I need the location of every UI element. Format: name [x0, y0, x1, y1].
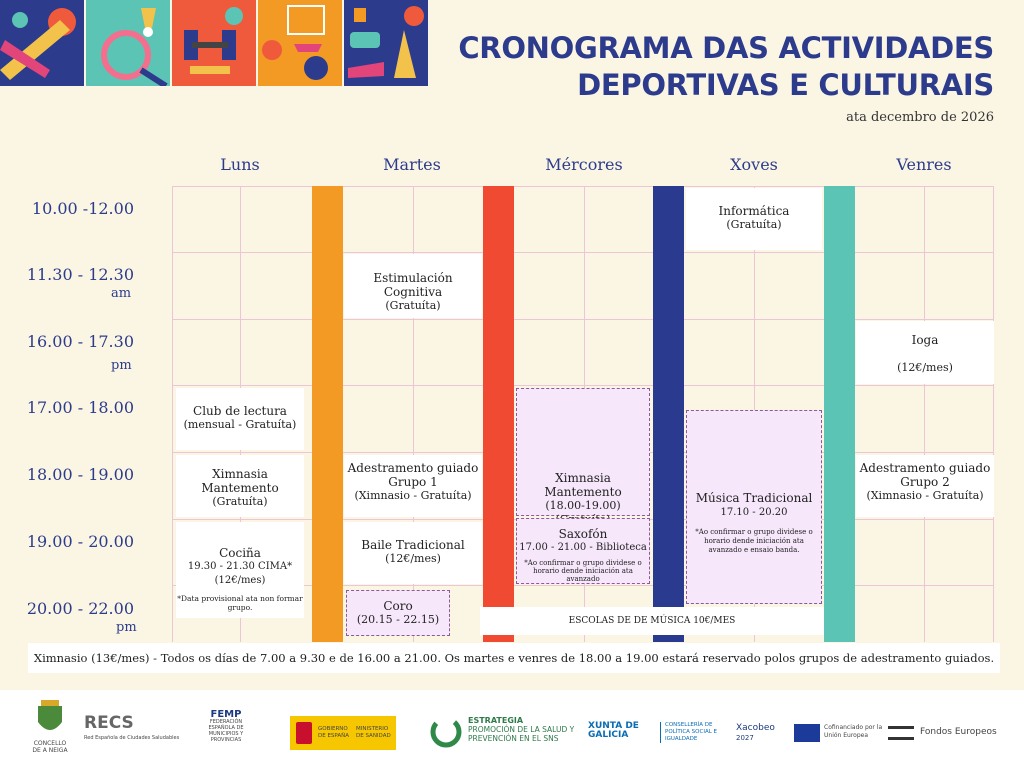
swirl-icon — [430, 716, 462, 748]
activity-detail: (Ximnasio - Gratuíta) — [354, 489, 472, 502]
time-label-1: 10.00 -12.00 — [31, 199, 134, 218]
activity-estimulacion-cognitiva: Estimulación Cognitiva (Gratuíta) — [344, 254, 482, 318]
activity-adestramento-grupo-2: Adestramento guiado Grupo 2 (Ximnasio - … — [856, 455, 994, 517]
strip-navy — [653, 186, 684, 642]
strip-orange — [312, 186, 343, 642]
grid-hline — [172, 319, 994, 320]
activity-name: Adestramento guiado — [347, 461, 479, 475]
footer-note: Ximnasio (13€/mes) - Todos os días de 7.… — [28, 643, 1000, 673]
activity-detail: 19.30 - 21.30 CIMA* — [187, 561, 293, 572]
activity-name: Ximnasia Mantemento — [544, 471, 622, 499]
time-suffix-2: am — [111, 286, 132, 301]
sponsor-logo-bar: CONCELLO DE A NEIGA RECS Red Española de… — [0, 690, 1024, 768]
day-header-xoves: Xoves — [730, 155, 778, 174]
activity-note: *Ao confirmar o grupo dividese o horario… — [695, 528, 813, 554]
crest-icon — [296, 722, 312, 744]
strip-red — [483, 186, 514, 642]
gobierno-logo: GOBIERNO DE ESPAÑA MINISTERIO DE SANIDAD — [290, 716, 396, 750]
activity-name: Saxofón — [558, 527, 608, 541]
activity-detail: (Gratuíta) — [385, 299, 441, 312]
day-header-mercores: Mércores — [545, 155, 623, 174]
activity-ximnasia-mercores: Ximnasia Mantemento (18.00-19.00) (Gratu… — [516, 388, 650, 526]
activity-baile-tradicional: Baile Tradicional (12€/mes) — [344, 522, 482, 584]
title-line-1: CRONOGRAMA DAS ACTIVIDADES — [458, 31, 994, 65]
strip-teal — [824, 186, 855, 642]
grid-vline — [172, 186, 173, 642]
estrategia-logo: ESTRATEGIA PROMOCIÓN DE LA SALUD Y PREVE… — [430, 716, 580, 748]
activity-ioga: Ioga (12€/mes) — [856, 321, 994, 384]
activity-coro: Coro (20.15 - 22.15) — [346, 590, 450, 636]
activity-name: Cociña — [219, 546, 261, 560]
activity-name: Ioga — [911, 333, 939, 347]
activity-detail: 17.00 - 21.00 - Biblioteca — [519, 542, 647, 553]
activity-name: Música Tradicional — [695, 491, 813, 505]
eu-flag-icon — [794, 724, 820, 742]
day-header-martes: Martes — [383, 155, 441, 174]
header-tile-3 — [172, 0, 256, 86]
grid-hline — [172, 385, 994, 386]
activity-name: Adestramento guiado — [859, 461, 991, 475]
grid-vline — [413, 186, 414, 642]
title-line-2: DEPORTIVAS E CULTURAIS — [577, 68, 994, 102]
activity-name: Baile Tradicional — [361, 538, 465, 552]
activity-detail: 17.10 - 20.20 — [720, 507, 788, 518]
header-tile-5 — [344, 0, 428, 86]
activity-group: Grupo 1 — [388, 475, 438, 489]
femp-logo: FEMP FEDERACIÓN ESPAÑOLA DE MUNICIPIOS Y… — [208, 709, 244, 744]
activity-saxofon: Saxofón 17.00 - 21.00 - Biblioteca *Ao c… — [516, 518, 650, 584]
activity-name: Estimulación Cognitiva — [373, 271, 453, 299]
grid-hline — [172, 252, 994, 253]
activity-detail: (Gratuíta) — [212, 495, 268, 508]
concello-logo: CONCELLO DE A NEIGA — [30, 698, 70, 754]
recs-logo: RECS Red Española de Ciudades Saludables — [84, 713, 180, 741]
activity-note: *Data provisional ata non formar grupo. — [177, 594, 303, 612]
grid-vline — [924, 186, 925, 642]
header-tile-4 — [258, 0, 342, 86]
time-suffix-7: pm — [116, 620, 137, 635]
time-label-4: 17.00 - 18.00 — [26, 398, 134, 417]
header-tile-2 — [86, 0, 170, 86]
activity-name: Informática — [718, 204, 790, 218]
activity-musica-tradicional: Música Tradicional 17.10 - 20.20 *Ao con… — [686, 410, 822, 604]
activity-group: Grupo 2 — [900, 475, 950, 489]
coat-of-arms-icon — [38, 700, 62, 730]
activity-detail: (20.15 - 22.15) — [356, 613, 440, 626]
activity-name: ESCOLAS DE DE MÚSICA 10€/MES — [568, 616, 736, 626]
xunta-conselleria: CONSELLERÍA DE POLÍTICA SOCIAL E IGUALDA… — [660, 722, 719, 743]
activity-informatica: Informática (Gratuíta) — [686, 188, 822, 250]
xunta-logo: XUNTA DE GALICIA — [588, 721, 639, 740]
header-tile-1 — [0, 0, 84, 86]
activity-name: Coro — [383, 599, 413, 613]
day-header-luns: Luns — [220, 155, 260, 174]
activity-price: (12€/mes) — [214, 575, 266, 586]
grid-vline — [993, 186, 994, 642]
day-header-venres: Venres — [896, 155, 952, 174]
time-label-6: 19.00 - 20.00 — [26, 532, 134, 551]
activity-adestramento-grupo-1: Adestramento guiado Grupo 1 (Ximnasio - … — [344, 455, 482, 517]
grid-hline — [172, 585, 994, 586]
activity-detail: (Gratuíta) — [726, 218, 782, 231]
activity-escolas-musica: ESCOLAS DE DE MÚSICA 10€/MES — [480, 607, 824, 635]
page-title: CRONOGRAMA DAS ACTIVIDADES DEPORTIVAS E … — [458, 30, 994, 104]
xacobeo-logo: Xacobeo 2027 — [736, 723, 775, 743]
activity-note: *Ao confirmar o grupo dividese o horario… — [524, 559, 642, 583]
page-subtitle: ata decembro de 2026 — [846, 110, 994, 125]
time-label-7: 20.00 - 22.00 — [26, 599, 134, 618]
activity-name: Ximnasia Mantemento — [201, 467, 279, 495]
grid-hline — [172, 186, 994, 187]
activity-detail: (Ximnasio - Gratuíta) — [866, 489, 984, 502]
activity-name: Club de lectura — [193, 404, 287, 418]
time-label-3: 16.00 - 17.30 — [26, 332, 134, 351]
time-label-5: 18.00 - 19.00 — [26, 465, 134, 484]
activity-ximnasia-luns: Ximnasia Mantemento (Gratuíta) — [176, 455, 304, 517]
time-label-2: 11.30 - 12.30 — [26, 265, 134, 284]
activity-club-lectura: Club de lectura (mensual - Gratuíta) — [176, 388, 304, 450]
time-suffix-3: pm — [111, 358, 132, 373]
activity-detail: (mensual - Gratuíta) — [183, 418, 297, 431]
fondos-icon — [888, 726, 914, 740]
activity-detail: (12€/mes) — [385, 552, 441, 565]
activity-detail: (12€/mes) — [897, 361, 953, 374]
activity-cocina: Cociña 19.30 - 21.30 CIMA* (12€/mes) *Da… — [176, 522, 304, 618]
